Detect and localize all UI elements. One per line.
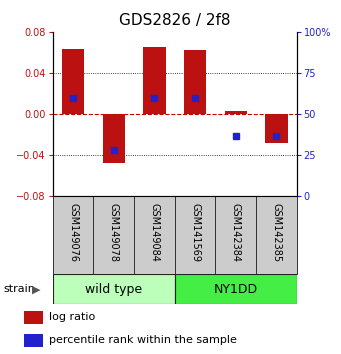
Text: wild type: wild type [85, 283, 143, 296]
Bar [175, 196, 216, 274]
Bar [256, 196, 297, 274]
Bar [24, 334, 43, 347]
Bar [53, 196, 93, 274]
Text: GSM142385: GSM142385 [271, 203, 281, 262]
Title: GDS2826 / 2f8: GDS2826 / 2f8 [119, 13, 231, 28]
Bar [216, 196, 256, 274]
Text: log ratio: log ratio [49, 312, 96, 322]
Bar [93, 196, 134, 274]
Text: GSM142384: GSM142384 [231, 203, 241, 262]
Bar [143, 47, 166, 114]
Bar [224, 111, 247, 114]
Bar [62, 49, 84, 114]
Text: strain: strain [3, 284, 35, 295]
Bar [265, 114, 287, 143]
Text: GSM141569: GSM141569 [190, 203, 200, 262]
Bar [24, 311, 43, 324]
Text: NY1DD: NY1DD [214, 283, 258, 296]
Bar [53, 274, 175, 304]
Text: ▶: ▶ [32, 284, 41, 295]
Text: GSM149084: GSM149084 [149, 203, 160, 262]
Text: GSM149076: GSM149076 [68, 203, 78, 262]
Bar [175, 274, 297, 304]
Bar [184, 50, 206, 114]
Bar [134, 196, 175, 274]
Text: GSM149078: GSM149078 [109, 203, 119, 262]
Text: percentile rank within the sample: percentile rank within the sample [49, 335, 237, 346]
Bar [103, 114, 125, 162]
